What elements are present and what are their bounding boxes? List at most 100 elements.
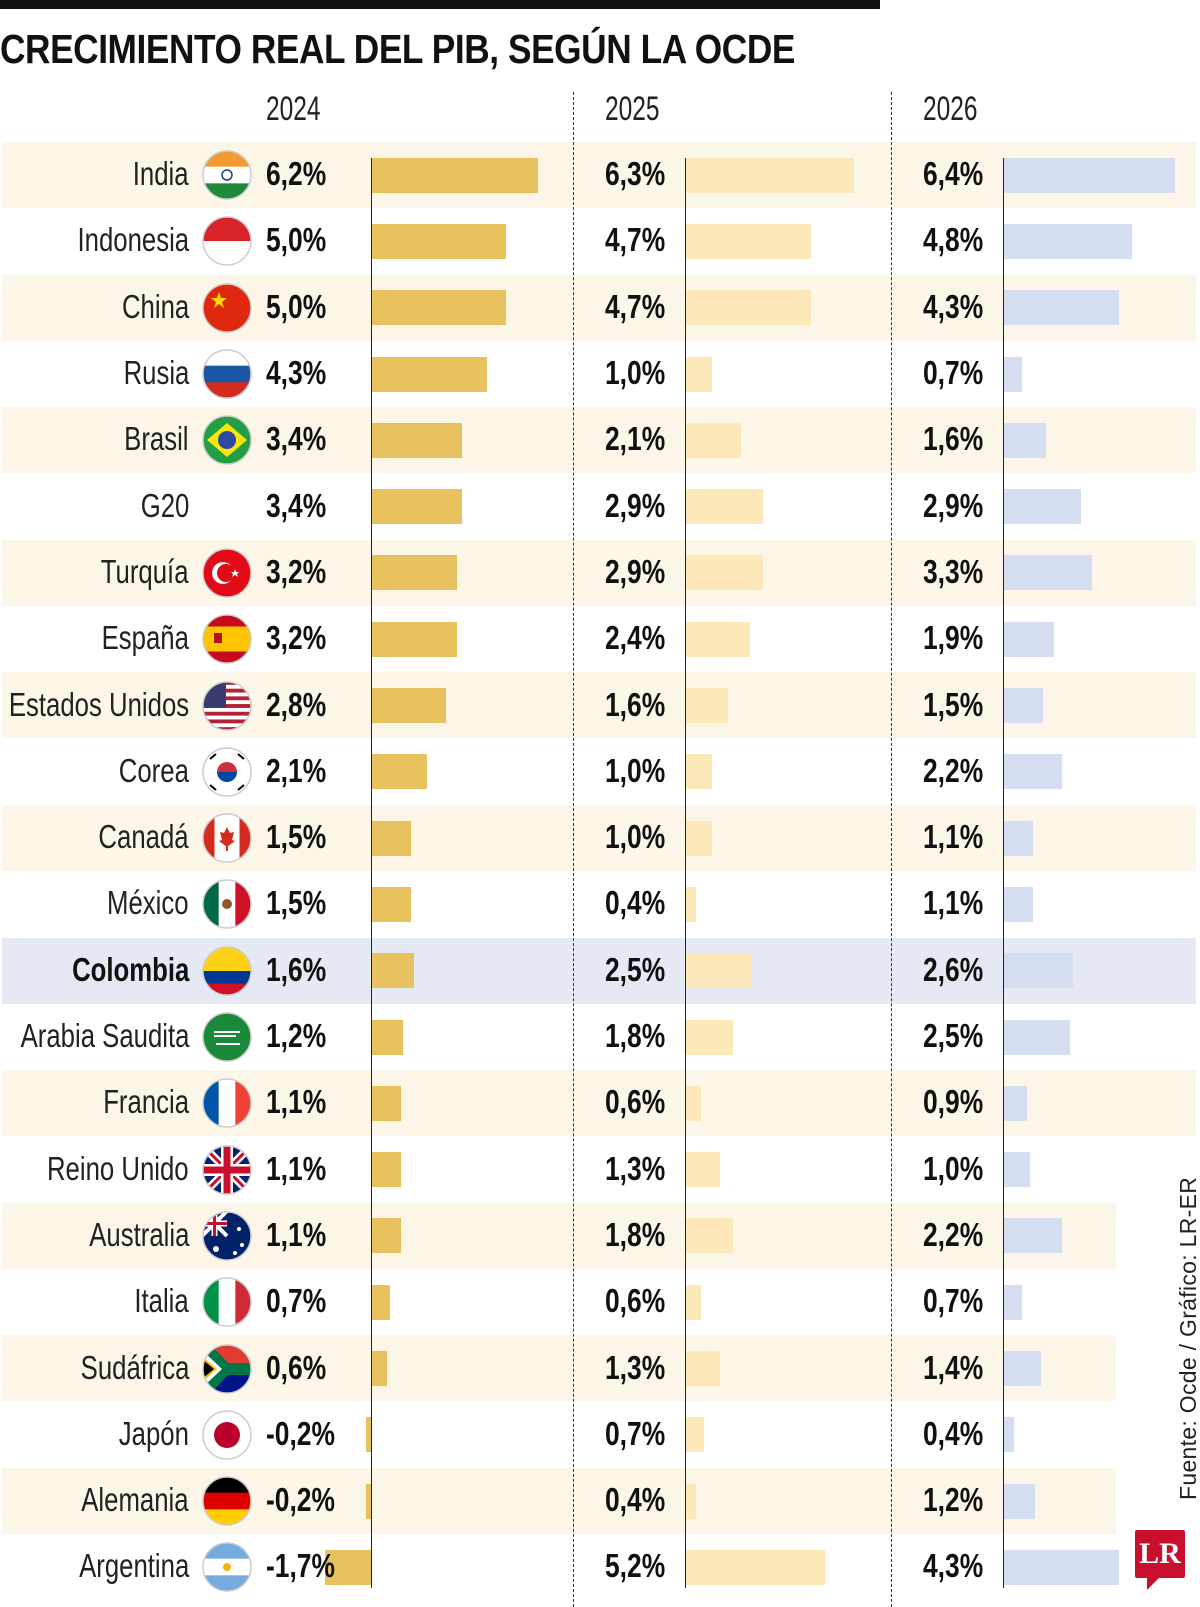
bar-2026 <box>1003 555 1092 591</box>
bar-2025 <box>685 555 763 591</box>
value-label-2025: 1,3% <box>605 1149 666 1187</box>
country-label: Rusia <box>123 354 189 392</box>
value-label-2026: 2,2% <box>923 1215 984 1253</box>
value-label-2026: 1,4% <box>923 1348 984 1386</box>
bar-2025 <box>685 953 753 989</box>
value-label-2025: 1,0% <box>605 818 666 856</box>
country-label: Australia <box>88 1215 189 1253</box>
bar-2024 <box>371 1351 388 1387</box>
year-header-2026: 2026 <box>923 90 978 128</box>
country-label: Italia <box>134 1282 189 1320</box>
axis-2026 <box>1003 158 1004 1588</box>
value-label-2024: 3,4% <box>266 420 327 458</box>
brazil-flag-icon <box>201 414 253 466</box>
saudi-arabia-flag-icon <box>201 1011 253 1063</box>
value-label-2025: 0,6% <box>605 1083 666 1121</box>
bar-2024 <box>371 754 428 790</box>
lr-logo: LR <box>1135 1530 1185 1590</box>
value-label-2024: 3,2% <box>266 619 327 657</box>
bar-2025 <box>685 1483 696 1519</box>
value-label-2025: 6,3% <box>605 155 666 193</box>
bar-2026 <box>1003 1417 1014 1453</box>
bar-2024 <box>371 953 415 989</box>
india-flag-icon <box>201 149 253 201</box>
column-divider <box>573 92 574 1607</box>
value-label-2026: 4,3% <box>923 287 984 325</box>
country-label: Turquía <box>101 552 189 590</box>
usa-flag-icon <box>201 680 253 732</box>
value-label-2026: 0,4% <box>923 1414 984 1452</box>
argentina-flag-icon <box>201 1541 253 1593</box>
country-label: Colombia <box>71 950 189 988</box>
bar-2026 <box>1003 1218 1063 1254</box>
bar-2026 <box>1003 489 1081 525</box>
bar-2024 <box>371 356 487 392</box>
country-label: Corea <box>118 751 189 789</box>
bar-2024 <box>371 555 458 591</box>
value-label-2024: 3,4% <box>266 486 327 524</box>
japan-flag-icon <box>201 1409 253 1461</box>
row-stripe <box>2 1070 1196 1137</box>
south-africa-flag-icon <box>201 1343 253 1395</box>
bar-2024 <box>371 489 463 525</box>
bar-2025 <box>685 1019 734 1055</box>
bar-2025 <box>685 1152 720 1188</box>
year-header-2024: 2024 <box>266 90 321 128</box>
value-label-2026: 1,6% <box>923 420 984 458</box>
bar-2026 <box>1003 422 1047 458</box>
value-label-2024: 6,2% <box>266 155 327 193</box>
bar-2025 <box>685 1218 734 1254</box>
value-label-2024: 0,6% <box>266 1348 327 1386</box>
value-label-2026: 4,8% <box>923 221 984 259</box>
bar-2025 <box>685 820 712 856</box>
country-label: China <box>121 287 189 325</box>
bar-2026 <box>1003 356 1022 392</box>
bar-2026 <box>1003 820 1033 856</box>
mexico-flag-icon <box>201 878 253 930</box>
value-label-2026: 0,7% <box>923 354 984 392</box>
country-label: Alemania <box>81 1481 189 1519</box>
bar-2025 <box>685 1284 702 1320</box>
bar-2026 <box>1003 157 1176 193</box>
value-label-2024: 1,5% <box>266 818 327 856</box>
row-stripe <box>2 1335 1116 1402</box>
country-label: Reino Unido <box>47 1149 189 1187</box>
value-label-2024: 5,0% <box>266 287 327 325</box>
bar-2024 <box>371 290 506 326</box>
bar-2026 <box>1003 953 1073 989</box>
value-label-2026: 3,3% <box>923 552 984 590</box>
row-stripe <box>2 407 1196 474</box>
highlight-row-band <box>2 937 1196 1004</box>
bar-2024 <box>325 1549 371 1585</box>
value-label-2025: 1,8% <box>605 1215 666 1253</box>
value-label-2024: -0,2% <box>266 1481 335 1519</box>
bar-2026 <box>1003 290 1119 326</box>
bar-2026 <box>1003 1019 1071 1055</box>
uk-flag-icon <box>201 1144 253 1196</box>
bar-2024 <box>371 621 458 657</box>
bar-2026 <box>1003 1351 1041 1387</box>
value-label-2025: 2,9% <box>605 486 666 524</box>
row-stripe <box>2 274 1196 341</box>
country-label: Japón <box>118 1414 189 1452</box>
value-label-2025: 1,3% <box>605 1348 666 1386</box>
bar-2024 <box>371 688 447 724</box>
value-label-2025: 0,4% <box>605 884 666 922</box>
bar-2025 <box>685 290 812 326</box>
row-stripe <box>2 805 1196 871</box>
bar-2026 <box>1003 1549 1119 1585</box>
value-label-2026: 2,2% <box>923 751 984 789</box>
value-label-2025: 2,1% <box>605 420 666 458</box>
year-header-2025: 2025 <box>605 90 660 128</box>
value-label-2026: 6,4% <box>923 155 984 193</box>
turkey-flag-icon <box>201 547 253 599</box>
value-label-2026: 2,6% <box>923 950 984 988</box>
value-label-2025: 1,0% <box>605 751 666 789</box>
bar-2025 <box>685 1085 702 1121</box>
country-label: Francia <box>103 1083 189 1121</box>
value-label-2024: 2,1% <box>266 751 327 789</box>
value-label-2024: 4,3% <box>266 354 327 392</box>
bar-2025 <box>685 356 712 392</box>
value-label-2026: 1,0% <box>923 1149 984 1187</box>
